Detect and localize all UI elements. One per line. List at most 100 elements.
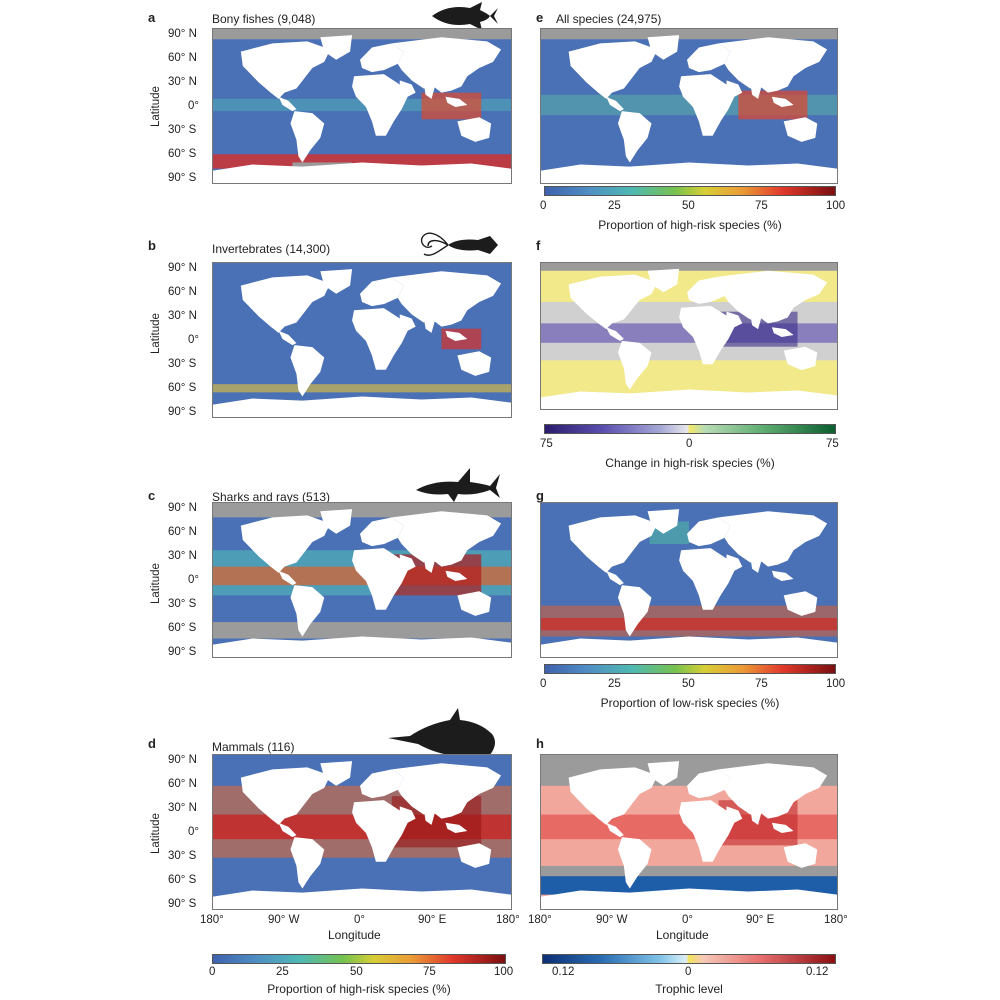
lat-tick: 60° N	[168, 286, 197, 298]
colorbar-tick: 50	[682, 200, 695, 212]
lon-tick: 180°	[824, 914, 848, 926]
lon-tick: 180°	[528, 914, 552, 926]
colorbar-tick: 0.12	[806, 966, 829, 978]
colorbar-tick: 0	[540, 678, 547, 690]
lat-tick: 0°	[188, 334, 199, 346]
panel-f-letter: f	[536, 238, 541, 253]
lat-tick: 90° N	[168, 28, 197, 40]
lat-tick: 30° S	[168, 850, 197, 862]
panel-c-title: Sharks and rays (513)	[212, 490, 331, 504]
panel-c-ylabel: Latitude	[150, 563, 162, 604]
panel-c-letter: c	[148, 488, 156, 503]
lon-tick: 0°	[354, 914, 365, 926]
lat-tick: 90° S	[168, 172, 197, 184]
map-invertebrates	[212, 262, 512, 418]
colorbar-change	[544, 424, 836, 434]
colorbar-tick: 25	[608, 678, 621, 690]
colorbar-tick: 25	[276, 966, 289, 978]
map-trophic-level	[540, 754, 838, 910]
map-change-high-risk	[540, 262, 838, 410]
lon-tick: 180°	[496, 914, 520, 926]
lon-tick: 90° E	[418, 914, 447, 926]
lat-tick: 60° S	[168, 382, 197, 394]
panel-a-letter: a	[148, 10, 156, 25]
lat-tick: 30° S	[168, 124, 197, 136]
panel-b-letter: b	[148, 238, 156, 253]
squid-silhouette-icon	[420, 232, 498, 256]
panel-d-letter: d	[148, 736, 156, 751]
lat-tick: 60° N	[168, 52, 197, 64]
lat-tick: 90° S	[168, 898, 197, 910]
lat-tick: 0°	[188, 574, 199, 586]
colorbar-tick: 75	[755, 678, 768, 690]
shark-silhouette-icon	[416, 468, 500, 502]
lon-tick: 180°	[200, 914, 224, 926]
lat-tick: 30° N	[168, 310, 197, 322]
map-mammals	[212, 754, 512, 910]
lat-tick: 60° N	[168, 526, 197, 538]
lat-tick: 90° N	[168, 502, 197, 514]
lat-tick: 30° N	[168, 76, 197, 88]
colorbar-tick: 100	[826, 200, 846, 212]
lat-tick: 60° S	[168, 874, 197, 886]
panel-b-ylabel: Latitude	[150, 313, 162, 354]
lat-tick: 60° S	[168, 148, 197, 160]
colorbar-tick: 50	[682, 678, 695, 690]
lat-tick: 30° N	[168, 550, 197, 562]
panel-d-title: Mammals (116)	[212, 740, 295, 754]
x-axis-title-right: Longitude	[656, 928, 709, 942]
panel-h-letter: h	[536, 736, 544, 751]
colorbar-title: Change in high-risk species (%)	[605, 456, 775, 470]
lat-tick: 30° S	[168, 598, 197, 610]
colorbar-title: Proportion of high-risk species (%)	[598, 218, 782, 232]
colorbar-low-risk	[544, 664, 836, 674]
panel-d-ylabel: Latitude	[150, 813, 162, 854]
lat-tick: 90° N	[168, 262, 197, 274]
colorbar-title: Trophic level	[655, 982, 723, 996]
lon-tick: 0°	[682, 914, 693, 926]
lat-tick: 0°	[188, 826, 199, 838]
map-bony-fishes	[212, 28, 512, 184]
colorbar-title: Proportion of high-risk species (%)	[267, 982, 451, 996]
colorbar-tick: 0	[540, 200, 547, 212]
lat-tick: 0°	[188, 100, 199, 112]
colorbar-tick: 0.12	[552, 966, 575, 978]
colorbar-tick: 75	[755, 200, 768, 212]
colorbar-tick: 75	[540, 438, 553, 450]
panel-e-title: All species (24,975)	[556, 12, 662, 26]
colorbar-tick: 0	[685, 966, 692, 978]
colorbar-tick: 75	[423, 966, 436, 978]
lat-tick: 90° S	[168, 406, 197, 418]
panel-e-letter: e	[536, 10, 544, 25]
colorbar-tick: 100	[494, 966, 514, 978]
lon-tick: 90° E	[746, 914, 775, 926]
dolphin-silhouette-icon	[388, 708, 495, 766]
tuna-silhouette-icon	[432, 2, 498, 30]
lon-tick: 90° W	[268, 914, 300, 926]
lat-tick: 60° N	[168, 778, 197, 790]
lon-tick: 90° W	[596, 914, 628, 926]
map-sharks-rays	[212, 502, 512, 658]
lat-tick: 90° S	[168, 646, 197, 658]
map-low-risk	[540, 502, 838, 658]
lat-tick: 60° S	[168, 622, 197, 634]
colorbar-tick: 25	[608, 200, 621, 212]
panel-g-letter: g	[536, 488, 544, 503]
panel-b-title: Invertebrates (14,300)	[212, 242, 331, 256]
colorbar-high-risk-bottom	[212, 954, 506, 964]
panel-a-ylabel: Latitude	[150, 86, 162, 127]
colorbar-tick: 0	[209, 966, 216, 978]
x-axis-title-left: Longitude	[328, 928, 381, 942]
map-all-species	[540, 28, 838, 184]
lat-tick: 90° N	[168, 754, 197, 766]
lat-tick: 30° N	[168, 802, 197, 814]
colorbar-trophic	[542, 954, 836, 964]
colorbar-tick: 0	[686, 438, 693, 450]
colorbar-tick: 50	[350, 966, 363, 978]
colorbar-high-risk-e	[544, 186, 836, 196]
lat-tick: 30° S	[168, 358, 197, 370]
panel-a-title: Bony fishes (9,048)	[212, 12, 316, 26]
colorbar-title: Proportion of low-risk species (%)	[600, 696, 780, 710]
colorbar-tick: 75	[826, 438, 839, 450]
colorbar-tick: 100	[826, 678, 846, 690]
